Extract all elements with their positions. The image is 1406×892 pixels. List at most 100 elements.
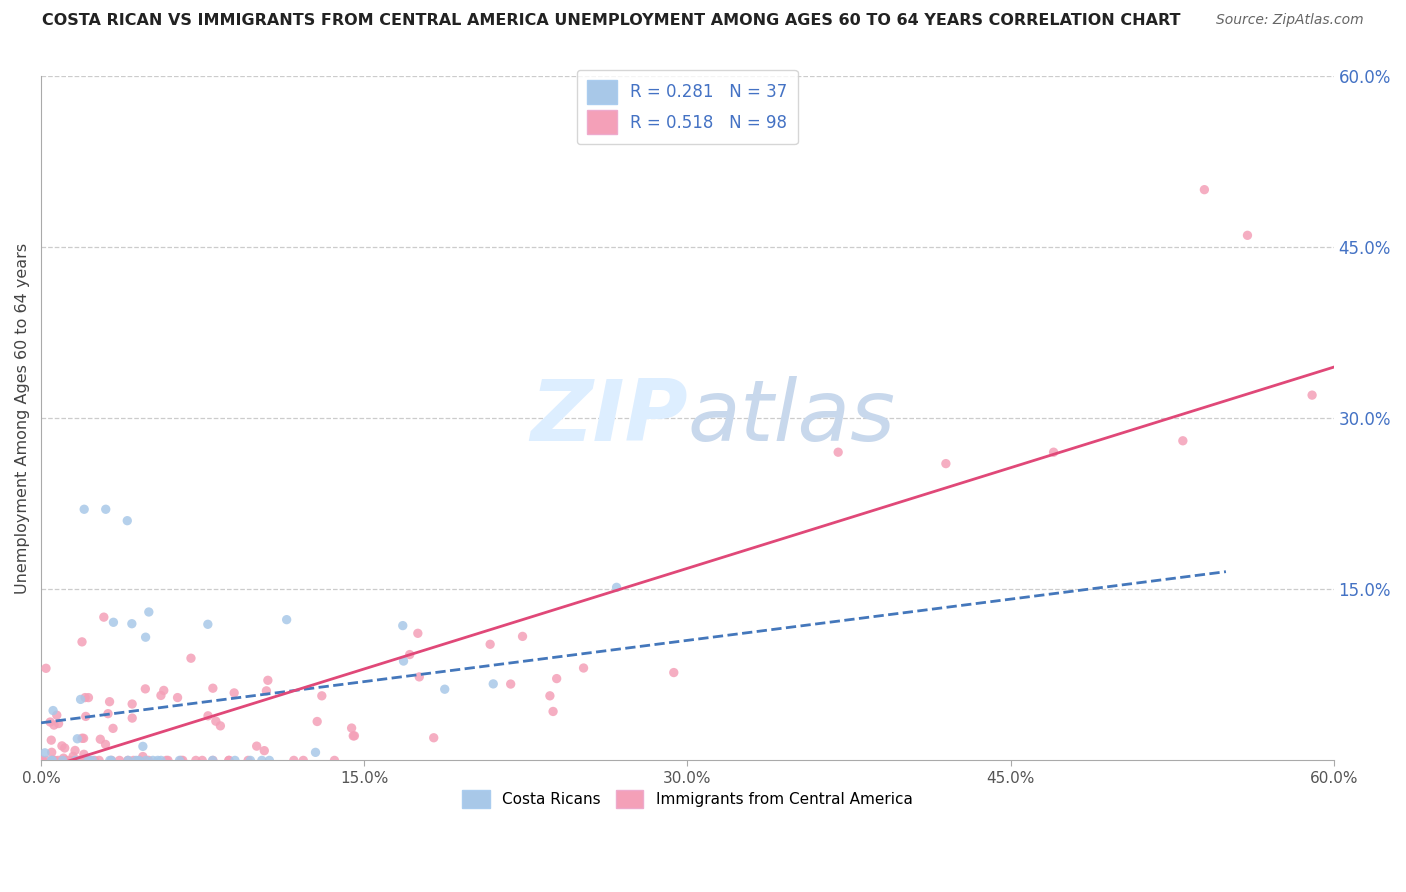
Point — [311, 689, 333, 703]
Point — [48, 716, 70, 731]
Point — [170, 753, 193, 767]
Point — [307, 714, 329, 729]
Text: atlas: atlas — [688, 376, 896, 459]
Point — [103, 615, 125, 630]
Point — [42, 753, 65, 767]
Point — [72, 731, 94, 746]
Point — [117, 753, 139, 767]
Point — [82, 753, 104, 767]
Point — [155, 753, 177, 767]
Point — [94, 738, 117, 752]
Point — [79, 753, 101, 767]
Point — [65, 753, 87, 767]
Point — [342, 729, 364, 743]
Point — [134, 681, 156, 696]
Point — [827, 445, 849, 459]
Point — [422, 731, 444, 745]
Point — [1194, 183, 1216, 197]
Point — [77, 753, 100, 767]
Point — [83, 753, 105, 767]
Point — [70, 753, 93, 767]
Point — [69, 692, 91, 706]
Point — [169, 753, 191, 767]
Y-axis label: Unemployment Among Ages 60 to 64 years: Unemployment Among Ages 60 to 64 years — [15, 243, 30, 593]
Point — [250, 753, 273, 767]
Point — [73, 747, 96, 762]
Point — [1301, 388, 1323, 402]
Point — [46, 753, 69, 767]
Point — [323, 753, 346, 767]
Point — [253, 744, 276, 758]
Point — [236, 753, 259, 767]
Legend: Costa Ricans, Immigrants from Central America: Costa Ricans, Immigrants from Central Am… — [456, 783, 918, 814]
Point — [184, 753, 207, 767]
Point — [408, 670, 430, 684]
Point — [117, 514, 139, 528]
Point — [97, 706, 120, 721]
Point — [108, 753, 131, 767]
Point — [172, 753, 194, 767]
Point — [1171, 434, 1194, 448]
Point — [512, 629, 534, 643]
Text: ZIP: ZIP — [530, 376, 688, 459]
Point — [499, 677, 522, 691]
Point — [538, 689, 561, 703]
Text: Source: ZipAtlas.com: Source: ZipAtlas.com — [1216, 13, 1364, 28]
Point — [44, 753, 66, 767]
Point — [254, 684, 277, 698]
Point — [132, 739, 155, 754]
Point — [479, 637, 502, 651]
Point — [41, 753, 63, 767]
Point — [53, 741, 76, 756]
Point — [39, 714, 62, 729]
Point — [662, 665, 685, 680]
Point — [197, 617, 219, 632]
Point — [201, 753, 224, 767]
Point — [93, 610, 115, 624]
Point — [70, 635, 93, 649]
Point — [149, 689, 172, 703]
Point — [1042, 445, 1064, 459]
Point — [41, 745, 63, 759]
Point — [340, 721, 363, 735]
Point — [128, 753, 150, 767]
Point — [138, 753, 160, 767]
Point — [63, 743, 86, 757]
Point — [156, 753, 179, 767]
Point — [209, 719, 232, 733]
Point — [343, 729, 366, 743]
Point — [135, 753, 157, 767]
Point — [75, 709, 97, 723]
Point — [218, 753, 240, 767]
Point — [73, 502, 96, 516]
Point — [152, 683, 174, 698]
Point — [59, 753, 82, 767]
Point — [138, 605, 160, 619]
Point — [257, 673, 280, 688]
Point — [224, 686, 246, 700]
Point — [391, 618, 413, 632]
Point — [62, 749, 84, 764]
Point — [30, 753, 52, 767]
Point — [39, 733, 62, 747]
Point — [52, 751, 75, 765]
Point — [98, 695, 121, 709]
Point — [201, 681, 224, 696]
Point — [69, 753, 91, 767]
Point — [1236, 228, 1258, 243]
Point — [482, 677, 505, 691]
Point — [42, 704, 65, 718]
Point — [72, 753, 94, 767]
Point — [398, 648, 420, 662]
Point — [35, 753, 58, 767]
Point — [935, 457, 957, 471]
Point — [406, 626, 429, 640]
Point — [75, 690, 97, 705]
Point — [121, 697, 143, 711]
Point — [41, 753, 63, 767]
Point — [246, 739, 269, 753]
Point — [541, 705, 564, 719]
Point — [433, 682, 456, 697]
Point — [276, 613, 298, 627]
Point — [606, 580, 628, 594]
